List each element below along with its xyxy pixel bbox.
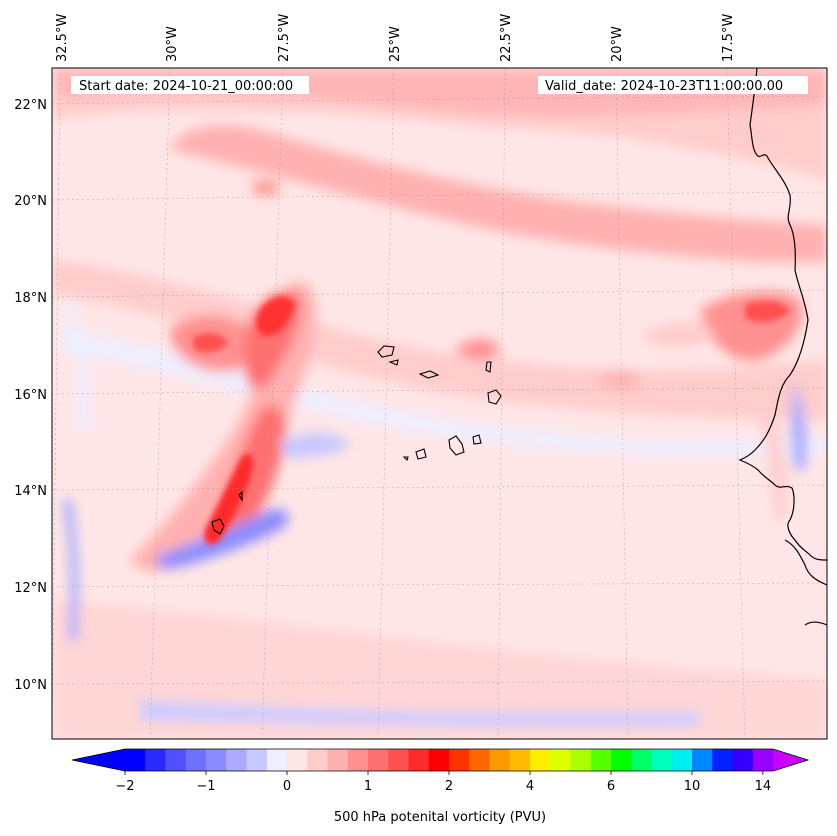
lat-label: 18°N — [14, 291, 47, 306]
colorbar-cell — [266, 749, 288, 771]
colorbar-cell — [570, 749, 592, 771]
gridlines — [52, 68, 827, 739]
lon-label: 25°W — [388, 26, 403, 62]
colorbar-cell — [226, 749, 248, 771]
colorbar-cell — [590, 749, 612, 771]
colorbar-tick-label: 1 — [364, 779, 372, 794]
colorbar-tick-label: 6 — [607, 779, 615, 794]
colorbar-cell — [732, 749, 754, 771]
map-frame — [51, 67, 828, 740]
lon-label: 22.5°W — [499, 14, 514, 62]
start-date-label: Start date: 2024-10-21_00:00:00 — [79, 79, 293, 94]
colorbar-cell — [469, 749, 491, 771]
colorbar-tick-label: −1 — [196, 779, 215, 794]
colorbar-cell — [327, 749, 349, 771]
colorbar-cell — [712, 749, 734, 771]
coastline — [738, 68, 827, 626]
lat-label: 22°N — [14, 98, 47, 113]
lat-labels: 22°N 20°N 18°N 16°N 14°N 12°N 10°N — [14, 98, 47, 693]
colorbar: −2 −1 0 1 2 4 6 10 14 500 hPa potenital vorticit… — [71, 748, 810, 825]
lon-label: 27.5°W — [277, 14, 292, 62]
colorbar-tick-label: −2 — [115, 779, 134, 794]
colorbar-cell — [530, 749, 551, 771]
colorbar-tick-label: 4 — [526, 779, 534, 794]
colorbar-cell — [388, 749, 410, 771]
valid-date-label: Valid_date: 2024-10-23T11:00:00.00 — [545, 79, 783, 94]
lat-label: 14°N — [14, 484, 47, 499]
colorbar-cell — [347, 749, 369, 771]
lon-label: 30°W — [165, 26, 180, 62]
colorbar-cell — [671, 749, 693, 771]
colorbar-label: 500 hPa potenital vorticity (PVU) — [334, 810, 546, 825]
colorbar-cell — [489, 749, 511, 771]
colorbar-tick-label: 14 — [755, 779, 772, 794]
colorbar-cell — [509, 749, 531, 771]
start-date-box — [71, 76, 309, 94]
lat-label: 16°N — [14, 388, 47, 403]
lon-label: 17.5°W — [721, 14, 736, 62]
colorbar-cell — [428, 749, 450, 771]
colorbar-cell — [651, 749, 673, 771]
cape-verde-islands — [211, 345, 502, 535]
colorbar-cell — [692, 749, 713, 771]
lon-label: 20°W — [610, 26, 625, 62]
colorbar-cell — [307, 749, 329, 771]
colorbar-tick-label: 0 — [283, 779, 291, 794]
colorbar-over-arrow — [773, 749, 808, 771]
colorbar-cell — [287, 749, 308, 771]
colorbar-cell — [631, 749, 653, 771]
colorbar-tick-label: 10 — [684, 779, 701, 794]
valid-date-box — [538, 76, 808, 94]
colorbar-cell — [408, 749, 430, 771]
colorbar-cell — [125, 749, 146, 771]
colorbar-cell — [185, 749, 207, 771]
colorbar-cell — [165, 749, 187, 771]
colorbar-ticks: −2 −1 0 1 2 4 6 10 14 — [115, 771, 771, 794]
lat-label: 10°N — [14, 678, 47, 693]
colorbar-cell — [611, 749, 632, 771]
colorbar-cell — [368, 749, 389, 771]
colorbar-cells — [125, 749, 774, 771]
colorbar-under-arrow — [72, 749, 125, 771]
lon-labels: 32.5°W 30°W 27.5°W 25°W 22.5°W 20°W 17.5… — [55, 14, 736, 62]
colorbar-cell — [246, 749, 268, 771]
lat-label: 12°N — [14, 581, 47, 596]
colorbar-cell — [145, 749, 167, 771]
colorbar-tick-label: 2 — [445, 779, 453, 794]
colorbar-cell — [550, 749, 572, 771]
colorbar-cell — [449, 749, 470, 771]
lat-label: 20°N — [14, 194, 47, 209]
lon-label: 32.5°W — [55, 14, 70, 62]
colorbar-cell — [206, 749, 227, 771]
colorbar-cell — [752, 749, 774, 771]
